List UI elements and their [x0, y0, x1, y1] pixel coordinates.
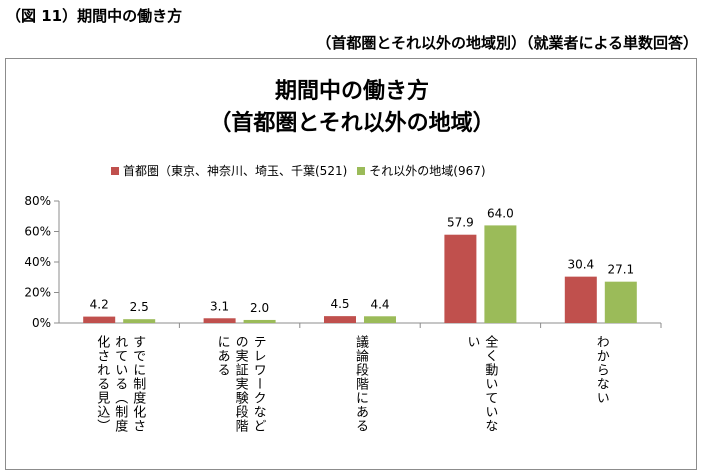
legend-label-0: 首都圏（東京、神奈川、埼玉、千葉(521)	[123, 164, 348, 178]
y-tick-label: 20%	[24, 286, 51, 300]
bar-shutoken-2	[324, 316, 356, 323]
bar-other-1	[243, 319, 276, 323]
bar-other-0	[123, 319, 156, 323]
data-label: 57.9	[447, 216, 474, 230]
bar-other-4	[604, 281, 637, 323]
bar-shutoken-0	[83, 316, 116, 323]
y-tick-label: 0%	[32, 316, 51, 330]
bar-shutoken-3	[444, 234, 477, 323]
data-label: 30.4	[567, 258, 594, 272]
data-label: 4.4	[370, 297, 389, 311]
chart-title-line1: 期間中の働き方	[274, 79, 429, 104]
legend-label-1: それ以外の地域(967)	[369, 164, 486, 178]
category-label-0: すでに制度化さ れている（制度 化される見込）	[94, 335, 146, 433]
bar-shutoken-1	[203, 318, 236, 323]
figure-subtitle: （首都圏とそれ以外の地域別）（就業者による単数回答）	[316, 34, 698, 52]
category-label-3: 全く動いていな い	[464, 335, 498, 433]
data-label: 4.5	[330, 297, 349, 311]
data-label: 2.0	[250, 301, 269, 315]
legend-item-0: 首都圏（東京、神奈川、埼玉、千葉(521)	[111, 162, 347, 179]
legend-item-1: それ以外の地域(967)	[357, 162, 486, 179]
legend-swatch-0	[111, 166, 119, 175]
y-tick-label: 60%	[24, 225, 51, 239]
data-label: 64.0	[487, 206, 514, 220]
data-label: 27.1	[607, 263, 634, 277]
chart-legend: 首都圏（東京、神奈川、埼玉、千葉(521) それ以外の地域(967)	[111, 162, 486, 179]
chart-frame: 期間中の働き方 （首都圏とそれ以外の地域） 首都圏（東京、神奈川、埼玉、千葉(5…	[5, 58, 697, 470]
data-label: 2.5	[130, 300, 149, 314]
category-label-1: テレワークなど の実証実験段階 にある	[214, 335, 266, 433]
data-label: 3.1	[210, 299, 229, 313]
category-label-2: 議論段階にある	[353, 335, 368, 433]
y-tick-label: 40%	[24, 255, 51, 269]
bar-other-3	[484, 225, 517, 323]
bar-shutoken-4	[564, 276, 597, 323]
figure-title: （図 11）期間中の働き方	[6, 7, 183, 25]
y-tick-label: 80%	[24, 194, 51, 208]
legend-swatch-1	[357, 166, 366, 175]
plot-area: 0% 20% 40% 60% 80% 4.2 2.5 3.1 2.0 4.5 4.4 57.9 64.0…	[24, 194, 662, 330]
category-label-4: わからない	[593, 335, 609, 405]
data-label: 4.2	[90, 298, 109, 312]
bar-other-2	[364, 316, 396, 323]
chart-title-line2: （首都圏とそれ以外の地域）	[209, 111, 495, 136]
